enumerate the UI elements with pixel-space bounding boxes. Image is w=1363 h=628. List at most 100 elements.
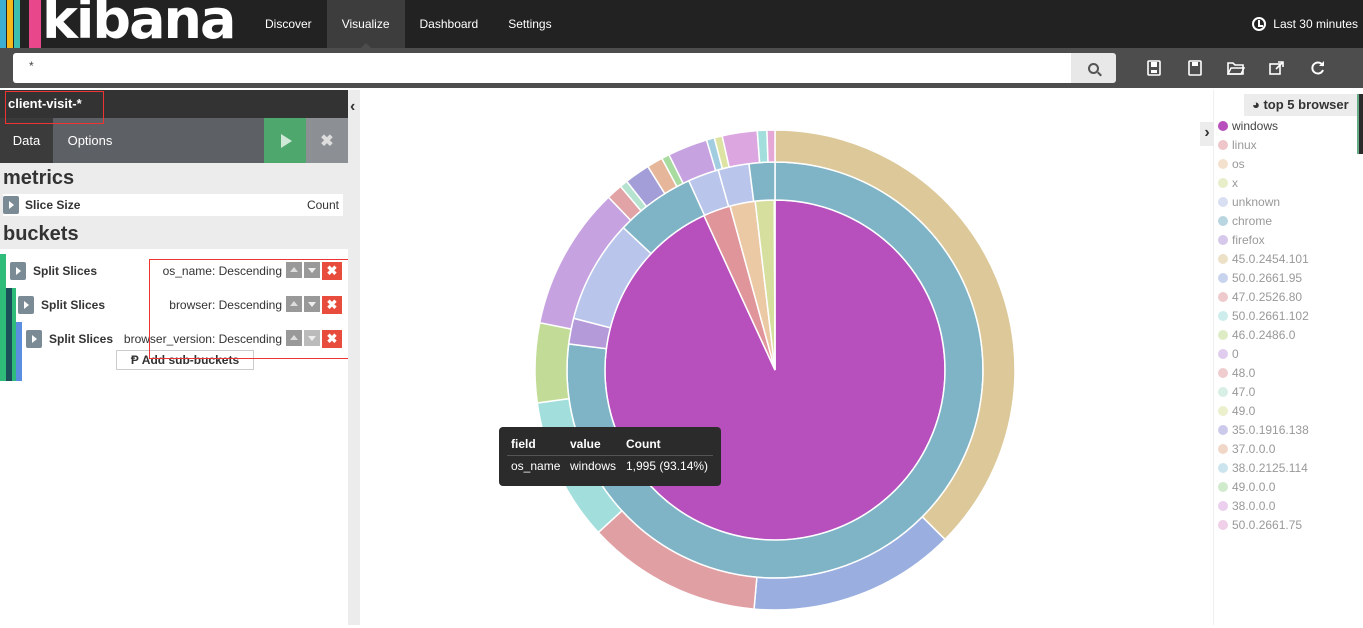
bucket-description: browser_version: Descending	[123, 332, 282, 346]
legend-item[interactable]: 46.0.2486.0	[1218, 325, 1309, 344]
legend-item[interactable]: 47.0	[1218, 382, 1309, 401]
pie-slice-os_name[interactable]	[773, 199, 776, 371]
move-down-button[interactable]	[304, 296, 320, 312]
bucket-split-slices[interactable]: Split Slices os_name: Descending ✖	[6, 254, 348, 288]
add-sub-buckets-button[interactable]: Ᵽ Add sub-buckets	[116, 350, 254, 370]
tooltip-header-field: field	[511, 437, 536, 451]
apply-changes-button[interactable]	[264, 118, 306, 163]
move-up-button[interactable]	[286, 296, 302, 312]
new-visualization-icon[interactable]	[1144, 60, 1164, 76]
legend-label: x	[1232, 175, 1238, 190]
bucket-controls: ✖	[284, 296, 342, 314]
pie-slice-browser_version[interactable]	[721, 129, 761, 169]
legend-title-button[interactable]: ◕ top 5 browser	[1244, 94, 1362, 116]
legend-item[interactable]: x	[1218, 173, 1309, 192]
legend-color-dot	[1218, 519, 1228, 530]
move-down-button[interactable]	[304, 262, 320, 278]
logo-wordmark: kibana	[42, 0, 236, 51]
expand-caret-icon[interactable]	[18, 296, 34, 314]
legend-item[interactable]: firefox	[1218, 230, 1309, 249]
time-picker[interactable]: Last 30 minutes	[1252, 0, 1363, 48]
nav-tab-visualize[interactable]: Visualize	[326, 0, 405, 48]
move-down-button[interactable]	[304, 330, 320, 346]
bucket-split-slices[interactable]: Split Slices browser_version: Descending…	[22, 322, 348, 356]
bucket-controls: ✖	[284, 330, 342, 348]
buckets-list: Split Slices os_name: Descending ✖ Split…	[0, 254, 348, 381]
legend-label: 0	[1232, 346, 1239, 361]
legend-color-dot	[1218, 253, 1228, 264]
expand-caret-icon[interactable]	[10, 262, 26, 280]
search-bar: *	[0, 48, 1363, 88]
legend-color-dot	[1218, 291, 1228, 302]
legend-item[interactable]: 49.0.0.0	[1218, 477, 1309, 496]
legend-label: 38.0.2125.114	[1232, 460, 1308, 475]
legend-item[interactable]: 45.0.2454.101	[1218, 249, 1309, 268]
nav-tab-dashboard[interactable]: Dashboard	[419, 17, 479, 31]
legend-label: chrome	[1232, 213, 1273, 228]
discard-changes-button[interactable]: ✖	[306, 118, 348, 163]
search-button[interactable]	[1071, 53, 1116, 83]
pie-slice-browser[interactable]	[748, 161, 776, 203]
legend-label: 47.0	[1232, 384, 1256, 399]
legend-color-dot	[1218, 215, 1228, 226]
legend-item[interactable]: 38.0.2125.114	[1218, 458, 1309, 477]
legend-item[interactable]: 38.0.0.0	[1218, 496, 1309, 515]
metric-slice-size[interactable]: Slice Size Count	[0, 191, 348, 219]
legend-item[interactable]: 49.0	[1218, 401, 1309, 420]
save-icon[interactable]	[1185, 60, 1205, 76]
legend-item[interactable]: 50.0.2661.75	[1218, 515, 1309, 534]
legend-color-dot	[1218, 481, 1228, 492]
pie-slice-browser_version[interactable]	[766, 129, 776, 163]
legend-color-dot	[1218, 196, 1228, 207]
legend-label: 46.0.2486.0	[1232, 327, 1296, 342]
expand-caret-icon[interactable]	[26, 330, 42, 348]
tooltip-header-count: Count	[626, 437, 661, 451]
buckets-heading: buckets	[0, 219, 348, 249]
nav-tab-discover[interactable]: Discover	[265, 17, 312, 31]
legend-label: 50.0.2661.95	[1232, 270, 1303, 285]
legend-toggle-button[interactable]: ›	[1200, 122, 1214, 146]
legend-label: 49.0	[1232, 403, 1256, 418]
legend-item[interactable]: windows	[1218, 116, 1309, 135]
remove-bucket-button[interactable]: ✖	[322, 262, 342, 280]
legend-item[interactable]: 50.0.2661.102	[1218, 306, 1309, 325]
legend-item[interactable]: chrome	[1218, 211, 1309, 230]
legend-item[interactable]: 47.0.2526.80	[1218, 287, 1309, 306]
pie-slice-browser_version[interactable]	[534, 321, 572, 404]
sidebar-collapse-handle[interactable]: ‹	[348, 90, 360, 625]
legend-item[interactable]: 35.0.1916.138	[1218, 420, 1309, 439]
legend-color-dot	[1218, 272, 1228, 283]
search-input[interactable]: *	[13, 53, 1071, 83]
bucket-label: Split Slices	[33, 264, 98, 278]
tab-data[interactable]: Data	[0, 118, 53, 163]
legend-item[interactable]: os	[1218, 154, 1309, 173]
chevron-right-icon: ›	[1204, 124, 1210, 141]
bucket-split-slices[interactable]: Split Slices browser: Descending ✖	[16, 288, 348, 322]
tab-options[interactable]: Options	[67, 133, 113, 148]
pie-chart	[534, 129, 1016, 611]
refresh-icon[interactable]	[1308, 60, 1328, 76]
legend-item[interactable]: 50.0.2661.95	[1218, 268, 1309, 287]
remove-bucket-button[interactable]: ✖	[322, 296, 342, 314]
bucket-controls: ✖	[284, 262, 342, 280]
legend-label: linux	[1232, 137, 1257, 152]
legend-item[interactable]: 37.0.0.0	[1218, 439, 1309, 458]
legend-item[interactable]: unknown	[1218, 192, 1309, 211]
legend-panel: › ◕ top 5 browser windows linux os x unknown…	[1200, 90, 1363, 625]
share-icon[interactable]	[1267, 60, 1287, 76]
legend-label: 37.0.0.0	[1232, 441, 1276, 456]
legend-item[interactable]: 48.0	[1218, 363, 1309, 382]
move-up-button[interactable]	[286, 262, 302, 278]
open-icon[interactable]	[1226, 60, 1246, 76]
logo-stripe	[7, 0, 13, 48]
bucket-level-stripe	[6, 288, 12, 381]
expand-caret-icon[interactable]	[3, 196, 19, 214]
remove-bucket-button[interactable]: ✖	[322, 330, 342, 348]
legend-scrollbar[interactable]	[1357, 94, 1363, 154]
legend-item[interactable]: 0	[1218, 344, 1309, 363]
legend-color-dot	[1218, 500, 1228, 511]
nav-tab-settings[interactable]: Settings	[508, 17, 552, 31]
move-up-button[interactable]	[286, 330, 302, 346]
legend-item[interactable]: linux	[1218, 135, 1309, 154]
kibana-logo[interactable]: kibana	[0, 0, 250, 48]
